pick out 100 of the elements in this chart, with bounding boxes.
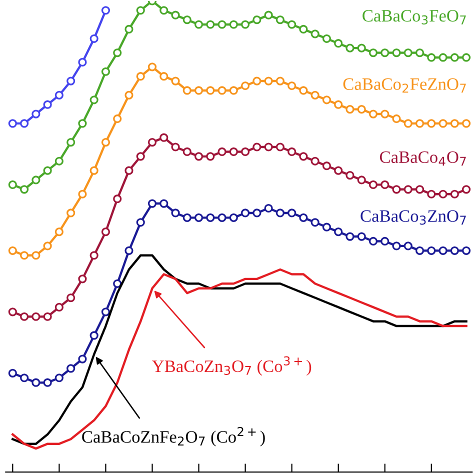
series-label: YBaCoZn$_{3}$O$_{7}$ (Co$^{3+}$) bbox=[152, 356, 312, 376]
point bbox=[160, 199, 168, 208]
point bbox=[206, 86, 215, 95]
point bbox=[194, 213, 204, 222]
point bbox=[264, 204, 273, 213]
point bbox=[368, 110, 378, 118]
point bbox=[32, 110, 40, 118]
point bbox=[322, 222, 332, 232]
point bbox=[78, 354, 87, 364]
point bbox=[20, 119, 29, 128]
point bbox=[182, 86, 192, 95]
point bbox=[182, 147, 192, 156]
point bbox=[427, 190, 436, 198]
point bbox=[334, 166, 343, 175]
point bbox=[218, 147, 226, 156]
point bbox=[357, 232, 366, 241]
point bbox=[368, 236, 378, 246]
point bbox=[43, 312, 52, 321]
point bbox=[101, 308, 110, 316]
point bbox=[404, 185, 412, 194]
point bbox=[450, 119, 459, 128]
point bbox=[78, 58, 87, 67]
point bbox=[380, 180, 390, 190]
point bbox=[171, 10, 180, 20]
point bbox=[160, 72, 168, 81]
point bbox=[438, 119, 448, 128]
point bbox=[218, 213, 226, 222]
point bbox=[334, 100, 343, 109]
point bbox=[136, 218, 145, 227]
point bbox=[43, 378, 52, 387]
point bbox=[346, 170, 354, 180]
point bbox=[380, 110, 390, 118]
point bbox=[32, 378, 40, 387]
point bbox=[276, 15, 284, 24]
series-label: CaBaCoZnFe$_{2}$O$_{7}$ (Co$^{2+}$) bbox=[82, 426, 265, 446]
point bbox=[66, 293, 76, 302]
point bbox=[252, 208, 262, 218]
point bbox=[240, 81, 250, 90]
point bbox=[32, 312, 40, 321]
point bbox=[415, 48, 424, 58]
point bbox=[194, 20, 204, 29]
point bbox=[101, 67, 110, 76]
point bbox=[54, 156, 64, 166]
point bbox=[346, 44, 354, 52]
point bbox=[299, 152, 308, 161]
point bbox=[148, 138, 157, 147]
point bbox=[334, 39, 343, 48]
point bbox=[66, 364, 76, 373]
point bbox=[404, 242, 412, 250]
point bbox=[299, 24, 308, 34]
point bbox=[346, 105, 354, 114]
point bbox=[310, 30, 320, 38]
point bbox=[252, 15, 262, 24]
point bbox=[101, 6, 110, 15]
point bbox=[438, 53, 448, 62]
point bbox=[78, 274, 87, 284]
point bbox=[264, 76, 273, 86]
point bbox=[288, 147, 296, 156]
point bbox=[415, 119, 424, 128]
point bbox=[288, 208, 296, 218]
point bbox=[310, 218, 320, 227]
point bbox=[299, 86, 308, 95]
point bbox=[124, 166, 134, 175]
point bbox=[322, 34, 332, 43]
point bbox=[357, 105, 366, 114]
point bbox=[380, 236, 390, 246]
point bbox=[8, 180, 17, 190]
point bbox=[43, 100, 52, 109]
point bbox=[218, 86, 226, 95]
point bbox=[229, 86, 238, 95]
point bbox=[427, 246, 436, 255]
series-label: CaBaCo$_{4}$O$_{7}$ bbox=[380, 151, 466, 166]
point bbox=[357, 44, 366, 52]
point bbox=[90, 166, 98, 175]
point bbox=[160, 133, 168, 142]
point bbox=[264, 142, 273, 152]
point bbox=[368, 48, 378, 58]
point bbox=[427, 53, 436, 62]
point bbox=[8, 119, 17, 128]
point bbox=[218, 20, 226, 29]
point bbox=[136, 6, 145, 15]
point bbox=[32, 251, 40, 260]
point bbox=[148, 62, 157, 72]
point bbox=[229, 213, 238, 222]
point bbox=[20, 185, 29, 194]
point bbox=[54, 302, 64, 312]
point bbox=[392, 114, 401, 124]
point bbox=[194, 152, 204, 161]
point bbox=[380, 48, 390, 58]
point bbox=[206, 152, 215, 161]
point bbox=[124, 246, 134, 255]
point bbox=[8, 308, 17, 316]
point bbox=[171, 142, 180, 152]
point bbox=[182, 213, 192, 222]
point bbox=[450, 246, 459, 255]
point bbox=[136, 72, 145, 81]
point bbox=[462, 246, 471, 255]
point bbox=[229, 20, 238, 29]
point bbox=[101, 138, 110, 147]
point bbox=[136, 152, 145, 161]
